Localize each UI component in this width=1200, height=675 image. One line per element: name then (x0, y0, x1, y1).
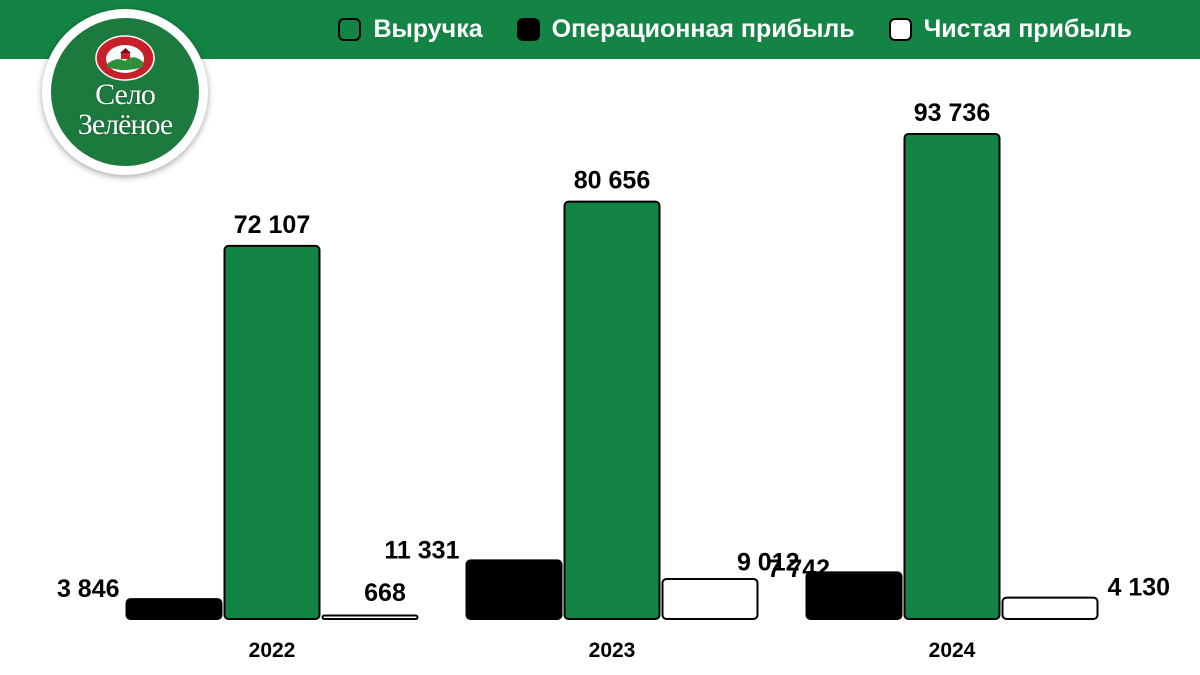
legend-item-net-profit: Чистая прибыль (888, 15, 1132, 44)
legend-swatch-net-profit (888, 18, 912, 41)
value-label-net-profit-2024: 4 130 (1108, 574, 1171, 602)
bar-revenue-2024 (903, 133, 1001, 620)
value-label-revenue-2024: 93 736 (914, 99, 990, 127)
legend-label-net-profit: Чистая прибыль (923, 15, 1132, 43)
value-label-operating-profit-2024: 9 012 (737, 548, 800, 576)
logo-badge-roof (120, 48, 131, 53)
legend-label-revenue: Выручка (373, 15, 483, 43)
bar-net-profit-2023 (661, 577, 759, 621)
legend-label-operating-profit: Операционная прибыль (551, 15, 855, 43)
logo-text-line2: Зелёное (77, 108, 173, 141)
legend-item-revenue: Выручка (338, 15, 483, 44)
bar-operating-profit-2023 (465, 559, 563, 620)
value-label-operating-profit-2022: 3 846 (57, 575, 120, 603)
logo-badge-hills (107, 57, 143, 70)
legend: Выручка Операционная прибыль Чистая приб… (338, 0, 1132, 59)
brand-logo: Село Зелёное (42, 9, 208, 175)
legend-swatch-operating-profit (516, 18, 540, 41)
bar-revenue-2023 (563, 200, 661, 620)
bar-operating-profit-2022 (125, 598, 223, 621)
logo-badge-house (121, 52, 130, 59)
bar-net-profit-2024 (1001, 596, 1099, 620)
logo-text-line1: Село (95, 78, 156, 111)
logo-green-disc: Село Зелёное (51, 18, 199, 166)
bar-net-profit-2022 (321, 614, 419, 621)
category-label-2022: 2022 (249, 639, 296, 662)
value-label-revenue-2023: 80 656 (574, 167, 650, 195)
value-label-operating-profit-2023: 11 331 (384, 536, 459, 564)
logo-badge-icon (95, 35, 155, 81)
category-label-2023: 2023 (589, 639, 636, 662)
bar-operating-profit-2024 (805, 571, 903, 621)
value-label-net-profit-2023: 7 742 (768, 555, 831, 583)
category-label-2024: 2024 (929, 639, 976, 662)
header-band (0, 0, 1200, 59)
legend-item-operating-profit: Операционная прибыль (516, 15, 855, 44)
value-label-net-profit-2022: 668 (364, 579, 406, 607)
legend-swatch-revenue (338, 18, 362, 41)
value-label-revenue-2022: 72 107 (234, 211, 310, 239)
bar-revenue-2022 (223, 244, 321, 620)
